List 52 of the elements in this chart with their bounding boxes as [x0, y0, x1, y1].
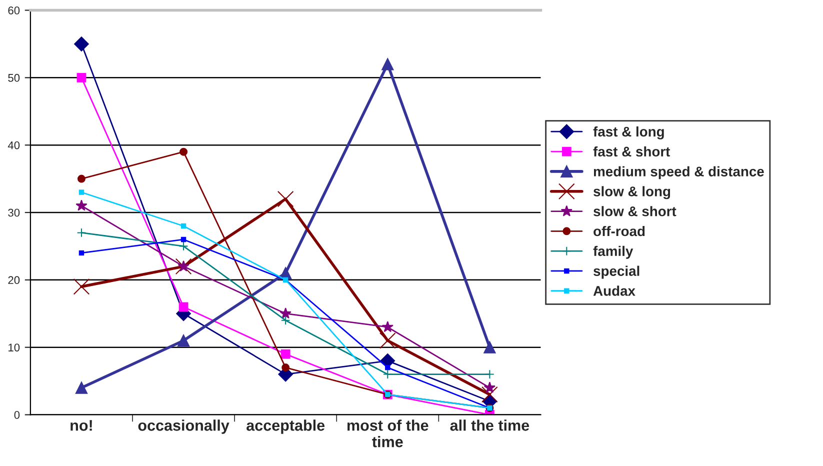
legend-label: Audax [593, 286, 636, 296]
point [77, 174, 86, 183]
legend-label: special [594, 266, 640, 279]
y-tick-label: 20 [8, 276, 20, 284]
point [379, 332, 396, 349]
point [74, 36, 89, 52]
point [482, 386, 498, 403]
point [180, 148, 188, 156]
point [180, 223, 186, 229]
point [385, 364, 390, 370]
y-tick-label: 40 [8, 141, 20, 150]
point [382, 370, 392, 379]
point [178, 302, 188, 312]
legend-label: family [593, 246, 634, 259]
x-tick-label: occasionally [138, 420, 230, 434]
y-tick-label: 30 [8, 208, 20, 217]
point [75, 382, 88, 394]
point [76, 200, 88, 211]
x-tick-label: no! [70, 420, 92, 431]
legend-label: off-road [594, 226, 645, 236]
legend-label: slow & short [594, 206, 676, 216]
x-tick-label: all the time [450, 420, 530, 431]
x-tick-label: acceptable [246, 420, 325, 434]
point [382, 321, 394, 332]
y-tick-label: 0 [14, 411, 20, 419]
y-tick-label: 60 [8, 6, 20, 14]
point [484, 382, 496, 393]
point [76, 228, 86, 238]
legend-label: slow & long [594, 186, 670, 200]
point [177, 334, 190, 347]
point [280, 316, 290, 326]
point [78, 190, 84, 195]
point [73, 278, 90, 295]
legend-label: fast & short [593, 146, 670, 157]
point [485, 370, 494, 379]
point [280, 349, 290, 359]
y-tick-label: 10 [8, 344, 20, 352]
point [382, 58, 394, 70]
point [484, 341, 496, 354]
y-tick-label: 50 [8, 74, 20, 82]
point [78, 250, 84, 256]
point [280, 308, 292, 319]
point [178, 260, 190, 272]
point [175, 258, 192, 275]
point [277, 190, 294, 208]
legend-label: fast & long [593, 126, 664, 140]
point [282, 364, 290, 372]
x-tick-label: most of the time [347, 420, 428, 448]
point [178, 242, 188, 251]
point [180, 236, 186, 242]
point [76, 72, 86, 82]
legend-label: medium speed & distance [594, 166, 764, 180]
